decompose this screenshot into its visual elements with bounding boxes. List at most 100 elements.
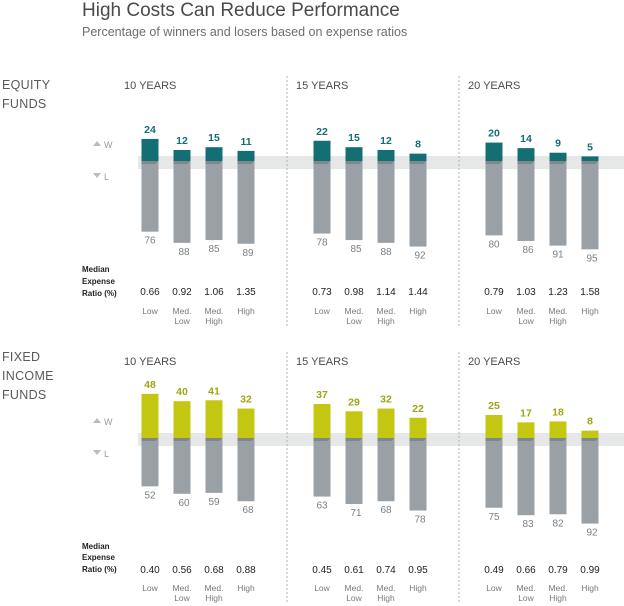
fixed-income-expense-ratio-value: 0.61 <box>344 565 364 576</box>
fixed-income-category-label: High <box>237 583 255 593</box>
chart-subtitle: Percentage of winners and losers based o… <box>82 25 408 39</box>
fixed-income-period-label: 10 YEARS <box>124 356 176 368</box>
fixed-income-loser-bar <box>237 438 255 502</box>
equity-winner-bar <box>581 156 599 161</box>
fixed-income-section-label: FUNDS <box>2 388 47 402</box>
fixed-income-expense-ratio-value: 0.40 <box>140 565 160 576</box>
equity-loser-bar <box>409 161 427 247</box>
equity-winner-bar <box>313 140 331 161</box>
equity-loser-label: 91 <box>552 250 564 261</box>
equity-winner-label: 5 <box>587 141 593 153</box>
fixed-income-category-label: Med. <box>377 583 396 593</box>
equity-winner-bar <box>141 138 159 161</box>
fixed-income-category-label: Med. <box>549 583 568 593</box>
fixed-income-expense-ratio-value: 0.88 <box>236 565 256 576</box>
fixed-income-bar-shadow <box>377 438 395 441</box>
equity-loser-bar <box>141 161 159 232</box>
equity-winner-label: 8 <box>415 139 421 151</box>
fixed-income-loser-bar <box>549 438 567 515</box>
fixed-income-winner-label: 41 <box>208 385 220 397</box>
fixed-income-winner-bar <box>313 403 331 438</box>
fixed-income-winner-label: 22 <box>412 403 424 415</box>
equity-loser-bar <box>581 161 599 250</box>
fixed-income-winner-bar <box>485 415 503 438</box>
fixed-income-expense-heading: Expense <box>82 553 115 562</box>
fixed-income-loser-bar <box>313 438 331 497</box>
fixed-income-category-label: Low <box>314 583 330 593</box>
equity-winner-label: 11 <box>240 136 251 148</box>
fixed-income-category-label: Low <box>346 593 362 603</box>
equity-legend-winners: W <box>104 140 113 150</box>
fixed-income-expense-ratio-value: 0.79 <box>548 565 568 576</box>
fixed-income-expense-ratio-value: 0.45 <box>312 565 332 576</box>
fixed-income-winner-bar <box>205 400 223 438</box>
fixed-income-category-label: Low <box>518 593 534 603</box>
equity-expense-ratio-value: 0.66 <box>140 287 160 298</box>
equity-loser-bar <box>485 161 503 236</box>
fixed-income-legend-losers: L <box>104 449 109 459</box>
fixed-income-bar-shadow <box>205 438 223 441</box>
fixed-income-winner-label: 18 <box>552 406 564 418</box>
equity-loser-label: 85 <box>208 244 220 255</box>
fixed-income-winner-label: 40 <box>176 386 188 398</box>
equity-category-label: High <box>205 316 223 326</box>
fixed-income-loser-bar <box>517 438 535 516</box>
equity-expense-ratio-value: 1.23 <box>548 287 568 298</box>
equity-bar-shadow <box>313 161 331 164</box>
equity-category-label: High <box>581 306 599 316</box>
equity-bar-shadow <box>141 161 159 164</box>
equity-loser-bar <box>313 161 331 234</box>
equity-expense-ratio-value: 0.73 <box>312 287 332 298</box>
equity-category-label: Med. <box>205 306 224 316</box>
equity-bar-shadow <box>345 161 363 164</box>
fixed-income-expense-ratio-value: 0.49 <box>484 565 504 576</box>
equity-bar-shadow <box>517 161 535 164</box>
fixed-income-loser-label: 68 <box>242 505 254 516</box>
fixed-income-winner-bar <box>345 411 363 438</box>
equity-loser-bar <box>345 161 363 241</box>
fixed-income-winner-bar <box>141 393 159 438</box>
equity-winner-label: 12 <box>380 135 392 147</box>
fixed-income-category-label: High <box>409 583 427 593</box>
fixed-income-loser-label: 83 <box>522 519 534 530</box>
equity-loser-bar <box>377 161 395 243</box>
fixed-income-bar-shadow <box>409 438 427 441</box>
fixed-income-bar-shadow <box>485 438 503 441</box>
equity-winner-bar <box>173 149 191 161</box>
fixed-income-section-label: INCOME <box>2 369 54 383</box>
equity-period-label: 20 YEARS <box>468 80 520 92</box>
fixed-income-loser-bar <box>485 438 503 508</box>
equity-expense-ratio-value: 1.03 <box>516 287 536 298</box>
fixed-income-category-label: Low <box>174 593 190 603</box>
fixed-income-loser-label: 59 <box>208 497 220 508</box>
equity-expense-ratio-value: 1.44 <box>408 287 428 298</box>
equity-winner-bar <box>549 152 567 161</box>
fixed-income-expense-ratio-value: 0.99 <box>580 565 600 576</box>
fixed-income-loser-bar <box>173 438 191 494</box>
fixed-income-bar-shadow <box>581 438 599 441</box>
equity-bar-shadow <box>377 161 395 164</box>
equity-winner-bar <box>377 149 395 161</box>
fixed-income-winner-bar <box>377 408 395 438</box>
equity-expense-ratio-value: 0.98 <box>344 287 364 298</box>
fixed-income-winner-bar <box>517 422 535 438</box>
equity-winner-label: 12 <box>176 135 188 147</box>
equity-expense-heading: Median <box>82 265 110 274</box>
fixed-income-winner-label: 32 <box>380 394 392 406</box>
equity-category-label: High <box>409 306 427 316</box>
equity-loser-label: 88 <box>178 247 190 258</box>
fixed-income-expense-heading: Median <box>82 542 110 551</box>
equity-category-label: Low <box>142 306 158 316</box>
equity-section-label: EQUITY <box>2 78 51 92</box>
equity-category-label: Low <box>346 316 362 326</box>
fixed-income-loser-label: 60 <box>178 498 190 509</box>
fixed-income-loser-label: 92 <box>586 528 598 539</box>
equity-loser-bar <box>173 161 191 243</box>
equity-loser-bar <box>549 161 567 246</box>
equity-bar-shadow <box>581 161 599 164</box>
fixed-income-loser-label: 75 <box>488 512 500 523</box>
fixed-income-winner-label: 8 <box>587 416 593 428</box>
fixed-income-loser-arrow-icon <box>93 450 101 455</box>
fixed-income-bar-shadow <box>517 438 535 441</box>
fixed-income-bar-shadow <box>313 438 331 441</box>
